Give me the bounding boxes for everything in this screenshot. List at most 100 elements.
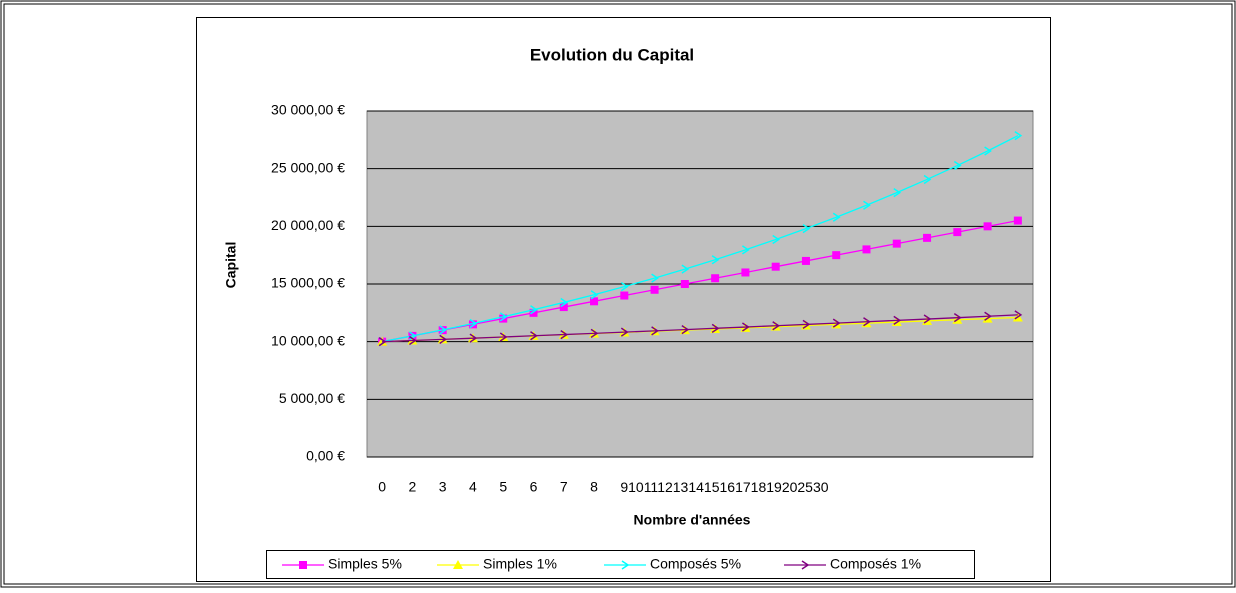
marker xyxy=(559,303,568,312)
legend-label: Simples 5% xyxy=(328,556,402,572)
marker xyxy=(1014,131,1023,141)
marker xyxy=(741,322,750,332)
x-tick-label: 15 xyxy=(704,479,720,495)
x-tick-label: 12 xyxy=(657,479,673,495)
y-tick-label: 30 000,00 € xyxy=(271,102,345,118)
marker xyxy=(801,256,810,265)
x-tick-label: 8 xyxy=(590,479,598,495)
marker xyxy=(741,268,750,277)
marker xyxy=(893,188,902,198)
x-tick-label: 17 xyxy=(735,479,751,495)
legend-label: Composés 1% xyxy=(830,556,921,572)
marker xyxy=(832,318,841,328)
marker xyxy=(651,273,659,283)
marker xyxy=(984,311,992,321)
marker xyxy=(650,285,659,294)
x-tick-label: 14 xyxy=(688,479,704,495)
marker xyxy=(772,234,781,245)
x-tick-label: 5 xyxy=(499,479,507,495)
y-axis-label: Capital xyxy=(223,242,239,289)
marker xyxy=(771,262,780,271)
marker xyxy=(802,224,811,234)
marker xyxy=(893,315,902,326)
marker xyxy=(378,337,387,347)
x-tick-labels: 910111213141516171819202530 xyxy=(620,479,828,495)
x-tick-label: 6 xyxy=(530,479,538,495)
legend-label: Composés 5% xyxy=(650,556,741,572)
page-border-inner xyxy=(3,3,1233,585)
y-tick-label: 15 000,00 € xyxy=(271,275,345,291)
marker xyxy=(499,312,508,322)
marker xyxy=(1014,310,1023,320)
marker xyxy=(529,308,538,317)
x-tick-label: 2 xyxy=(409,479,417,495)
marker xyxy=(590,290,599,300)
marker xyxy=(439,334,448,344)
marker xyxy=(620,281,629,292)
marker xyxy=(620,327,629,337)
marker xyxy=(651,326,659,336)
x-axis-label: Nombre d'années xyxy=(634,512,751,528)
x-tick-label: 0 xyxy=(378,479,386,495)
marker xyxy=(892,239,901,248)
marker xyxy=(862,245,871,254)
marker xyxy=(408,335,417,346)
marker xyxy=(953,228,962,237)
marker xyxy=(711,274,720,283)
marker xyxy=(923,314,932,324)
y-tick-label: 20 000,00 € xyxy=(271,217,345,233)
x-tick-label: 10 xyxy=(628,479,644,495)
y-tick-label: 25 000,00 € xyxy=(271,159,345,175)
marker xyxy=(832,212,841,222)
x-tick-label: 4 xyxy=(469,479,477,495)
marker xyxy=(953,160,962,171)
x-tick-label: 11 xyxy=(644,479,659,495)
marker xyxy=(802,319,811,330)
marker xyxy=(590,297,599,306)
marker xyxy=(453,560,463,569)
marker xyxy=(681,324,690,335)
marker xyxy=(530,305,538,315)
x-tick-label: 16 xyxy=(720,479,736,495)
marker xyxy=(863,200,871,210)
y-tick-label: 5 000,00 € xyxy=(279,390,345,406)
marker xyxy=(299,561,307,569)
marker xyxy=(590,328,599,338)
series-line xyxy=(382,314,1018,343)
marker xyxy=(801,560,810,570)
marker xyxy=(863,317,871,327)
marker xyxy=(832,251,841,260)
marker xyxy=(741,245,750,255)
marker xyxy=(469,318,478,329)
marker xyxy=(953,313,962,323)
marker xyxy=(468,320,477,329)
marker xyxy=(711,323,720,333)
x-tick-label: 25 xyxy=(797,479,813,495)
marker xyxy=(469,333,478,343)
marker xyxy=(560,297,569,308)
marker xyxy=(772,321,781,331)
series-line xyxy=(382,219,1018,343)
x-tick-label: 19 xyxy=(766,479,782,495)
marker xyxy=(711,255,720,265)
series-line xyxy=(382,135,1019,343)
x-tick-label: 18 xyxy=(751,479,767,495)
x-tick-label: 3 xyxy=(439,479,447,495)
y-tick-label: 0,00 € xyxy=(306,448,345,464)
x-tick-label: 7 xyxy=(560,479,568,495)
marker xyxy=(923,174,932,185)
y-tick-label: 10 000,00 € xyxy=(271,332,345,348)
marker xyxy=(1013,216,1022,225)
marker xyxy=(680,280,689,288)
marker xyxy=(560,329,569,340)
x-tick-label: 30 xyxy=(813,479,829,495)
x-tick-label: 13 xyxy=(673,479,689,495)
x-tick-label: 9 xyxy=(620,479,628,495)
marker xyxy=(620,291,629,300)
legend-label: Simples 1% xyxy=(483,556,557,572)
marker xyxy=(499,332,508,342)
marker xyxy=(681,264,690,274)
marker xyxy=(983,222,992,231)
